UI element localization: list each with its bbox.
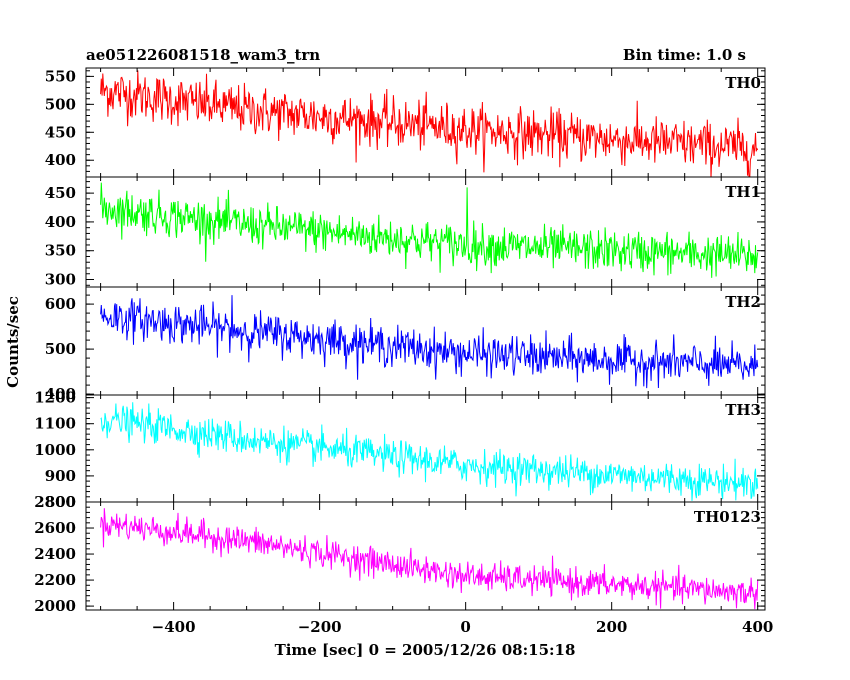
- y-tick-label: 350: [45, 242, 76, 260]
- y-tick-label: 400: [45, 385, 76, 403]
- panels-layer: 400 450 500 550 TH0 300 350 400 450 TH1 400 500 600 T…: [34, 67, 773, 636]
- y-tick-label: 450: [45, 123, 76, 141]
- y-tick-label: 2200: [34, 571, 76, 589]
- y-tick-label: 450: [45, 184, 76, 202]
- y-axis-label: Counts/sec: [4, 296, 22, 388]
- y-tick-label: 600: [45, 295, 76, 313]
- x-axis-label: Time [sec] 0 = 2005/12/26 08:15:18: [275, 641, 576, 659]
- x-tick-label: −400: [152, 618, 196, 636]
- y-tick-label: 300: [45, 271, 76, 289]
- panel-frame: [85, 501, 766, 611]
- panel-th2: 400 500 600 TH2: [45, 286, 766, 403]
- panel-th1: 300 350 400 450 TH1: [45, 176, 766, 289]
- panel-frame: [85, 394, 766, 503]
- panel-th3: 800 900 1000 1100 1200 TH3: [34, 389, 766, 511]
- series-line-th3: [100, 402, 759, 501]
- series-line-th0123: [100, 508, 759, 610]
- series-line-th0: [100, 70, 759, 177]
- y-tick-label: 1100: [34, 415, 76, 433]
- y-tick-label: 2600: [34, 519, 76, 537]
- y-tick-label: 400: [45, 151, 76, 169]
- y-tick-label: 550: [45, 67, 76, 85]
- y-tick-label: 2400: [34, 545, 76, 563]
- panel-label: TH3: [725, 401, 761, 419]
- panel-th0123: 2000 2200 2400 2600 2800 TH0123: [34, 493, 766, 615]
- panel-label: TH1: [725, 183, 761, 201]
- y-tick-label: 2800: [34, 493, 76, 511]
- panel-frame: [85, 67, 766, 178]
- series-line-th1: [100, 182, 759, 278]
- y-tick-label: 1000: [34, 441, 76, 459]
- y-tick-label: 500: [45, 95, 76, 113]
- y-tick-label: 900: [45, 467, 76, 485]
- panel-label: TH0: [725, 74, 761, 92]
- bin-time-label: Bin time: 1.0 s: [623, 46, 746, 64]
- panel-th0: 400 450 500 550 TH0: [45, 67, 766, 178]
- y-tick-label: 800: [45, 493, 76, 511]
- x-tick-label: 400: [742, 618, 773, 636]
- y-tick-label: 2000: [34, 597, 76, 615]
- panel-frame: [85, 286, 766, 396]
- y-tick-label: 400: [45, 213, 76, 231]
- series-line-th2: [100, 295, 759, 389]
- x-tick-label: 0: [460, 618, 470, 636]
- panel-label: TH0123: [694, 508, 761, 526]
- x-tick-label: −200: [298, 618, 342, 636]
- y-tick-label: 500: [45, 340, 76, 358]
- chart-title: ae051226081518_wam3_trn: [86, 46, 320, 64]
- y-tick-label: 1200: [34, 389, 76, 407]
- panel-label: TH2: [725, 293, 761, 311]
- x-tick-label: 200: [596, 618, 627, 636]
